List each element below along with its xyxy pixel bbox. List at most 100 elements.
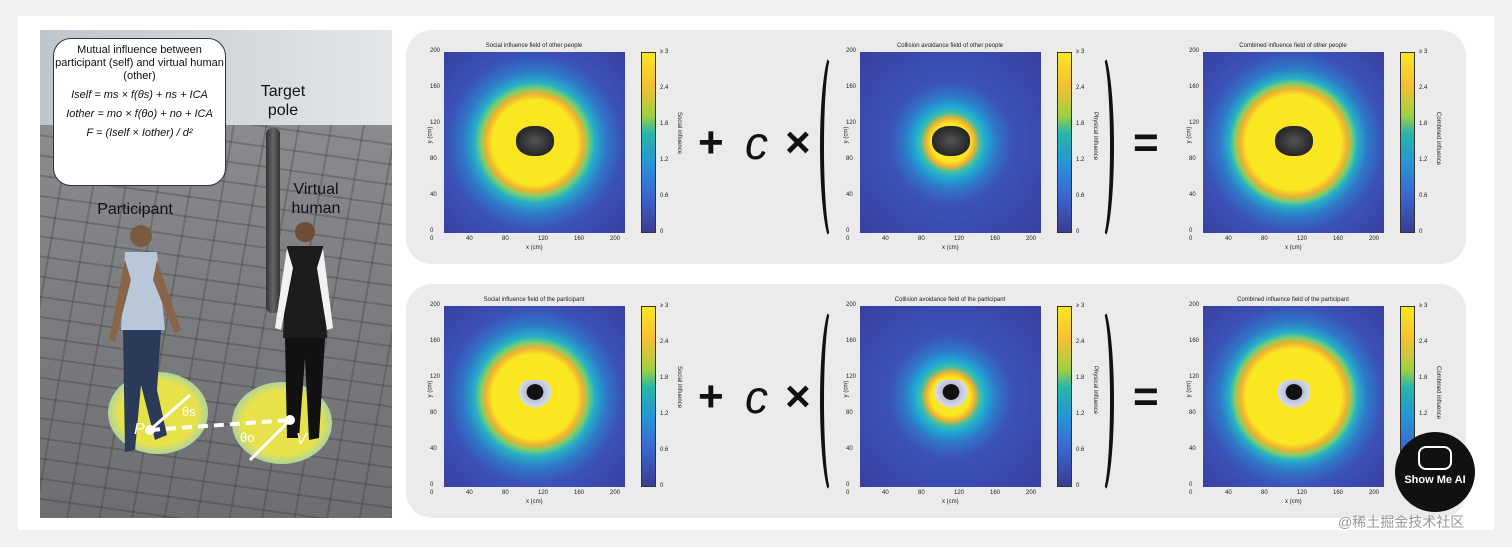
x-tick: 160: [990, 490, 1001, 496]
participant-label: Participant: [97, 201, 173, 218]
y-tick: 80: [846, 156, 853, 162]
y-tick: 40: [846, 446, 853, 452]
paved-ground: [40, 125, 392, 518]
plus-operator: +: [698, 118, 724, 167]
cbar-tick: 1.8: [1076, 375, 1085, 381]
y-axis-label: y (cm): [843, 126, 850, 144]
coefficient-c: c: [745, 371, 768, 423]
cbar-tick: ≥ 3: [660, 49, 669, 55]
cbar-tick: 0: [1419, 229, 1423, 235]
plot-title: Combined influence field of other people: [1239, 43, 1347, 49]
x-tick: 160: [1333, 490, 1344, 496]
plot-title: Collision avoidance field of other peopl…: [896, 43, 1004, 49]
x-tick: 0: [846, 236, 850, 242]
times-operator: ×: [785, 118, 811, 167]
x-tick: 0: [1189, 490, 1193, 496]
formula-heading: Mutual influence between participant (se…: [55, 44, 224, 82]
x-tick: 120: [954, 236, 965, 242]
colorbar: [1057, 306, 1072, 487]
cbar-tick: 2.4: [660, 85, 669, 91]
x-tick: 0: [1189, 236, 1193, 242]
cbar-tick: 1.8: [1076, 121, 1085, 127]
x-tick: 40: [882, 236, 889, 242]
cbar-tick: 1.8: [660, 375, 669, 381]
target-pole: [266, 128, 280, 313]
x-tick: 0: [430, 236, 434, 242]
cbar-tick: ≥ 3: [1419, 303, 1428, 309]
x-tick: 160: [990, 236, 1001, 242]
head-topview: [932, 380, 970, 410]
cbar-tick: 0.6: [1076, 193, 1085, 199]
x-axis-label: x (cm): [1285, 499, 1302, 505]
label-p: P: [134, 421, 145, 438]
participant-figure: [109, 225, 181, 452]
cbar-tick: 2.4: [660, 339, 669, 345]
cbar-tick: 0.6: [660, 447, 669, 453]
colorbar: [1400, 52, 1415, 233]
y-axis-label: y (cm): [843, 380, 850, 398]
cbar-tick: 1.2: [660, 157, 669, 163]
x-tick: 200: [1026, 490, 1037, 496]
y-tick: 160: [430, 84, 441, 90]
cbar-tick: 0: [660, 229, 664, 235]
y-tick: 0: [846, 482, 850, 488]
heatmap: [1203, 306, 1384, 487]
x-tick: 200: [610, 236, 621, 242]
y-tick: 0: [1189, 228, 1193, 234]
label-theta-o: θo: [240, 430, 255, 445]
x-tick: 200: [610, 490, 621, 496]
x-tick: 0: [846, 490, 850, 496]
plot-title: Social influence field of other people: [485, 43, 583, 49]
cbar-tick: 1.2: [1076, 157, 1085, 163]
colorbar-label: Social influence: [676, 366, 682, 409]
show-me-ai-badge: Show Me AI: [1395, 432, 1475, 512]
head-topview: [1275, 126, 1313, 156]
virtual-human-label: Virtual human: [291, 181, 341, 217]
head-topview: [1275, 380, 1313, 410]
y-tick: 120: [430, 374, 441, 380]
plot-title: Social influence field of the participan…: [483, 297, 585, 303]
x-tick: 40: [1225, 490, 1232, 496]
head-topview: [516, 126, 554, 156]
coefficient-c: c: [745, 117, 768, 169]
times-operator: ×: [785, 372, 811, 421]
y-tick: 40: [430, 192, 437, 198]
equation-self: Iself = ms × f(θs) + ns + ICA: [71, 89, 208, 101]
y-tick: 0: [846, 228, 850, 234]
heatmap: [860, 306, 1041, 487]
cbar-tick: 1.2: [660, 411, 669, 417]
y-tick: 200: [1189, 48, 1200, 54]
x-tick: 160: [1333, 236, 1344, 242]
x-tick: 200: [1369, 236, 1380, 242]
y-tick: 200: [430, 302, 441, 308]
y-tick: 200: [430, 48, 441, 54]
x-tick: 120: [538, 236, 549, 242]
left-parenthesis: [820, 306, 844, 496]
y-tick: 160: [1189, 84, 1200, 90]
cbar-tick: ≥ 3: [660, 303, 669, 309]
cbar-tick: 0: [660, 483, 664, 489]
cbar-tick: ≥ 3: [1419, 49, 1428, 55]
equals-operator: =: [1133, 372, 1159, 421]
scene-panel: Mutual influence between participant (se…: [40, 30, 392, 518]
y-tick: 40: [1189, 446, 1196, 452]
y-tick: 120: [846, 374, 857, 380]
colorbar: [1057, 52, 1072, 233]
plot-title: Combined influence field of the particip…: [1237, 297, 1349, 303]
heatmap: [444, 306, 625, 487]
left-parenthesis: [820, 52, 844, 242]
y-tick: 40: [430, 446, 437, 452]
x-tick: 80: [502, 490, 509, 496]
equation-force: F = (Iself × Iother) / d²: [86, 127, 193, 139]
x-axis-label: x (cm): [526, 245, 543, 251]
cbar-tick: 1.2: [1076, 411, 1085, 417]
x-axis-label: x (cm): [526, 499, 543, 505]
robot-icon: [1418, 446, 1452, 470]
y-tick: 120: [846, 120, 857, 126]
cbar-tick: 2.4: [1419, 339, 1428, 345]
cbar-tick: 0: [1076, 483, 1080, 489]
cbar-tick: 1.8: [660, 121, 669, 127]
label-v: V: [296, 431, 307, 448]
formula-box: Mutual influence between participant (se…: [53, 38, 226, 186]
x-tick: 80: [1261, 236, 1268, 242]
